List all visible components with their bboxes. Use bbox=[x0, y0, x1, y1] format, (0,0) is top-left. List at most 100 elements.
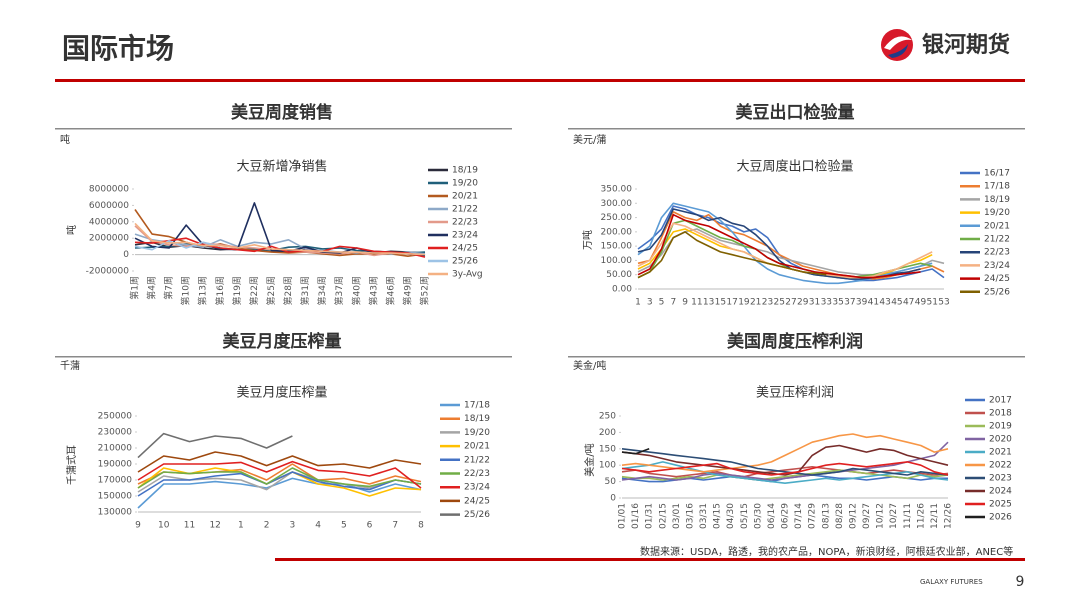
x-tick-label: 第52周 bbox=[419, 276, 431, 305]
chart-title: 大豆周度出口检验量 bbox=[736, 159, 853, 175]
legend-label: 19/20 bbox=[984, 208, 1010, 218]
y-tick-label: 0.00 bbox=[612, 285, 632, 295]
legend-label: 20/21 bbox=[452, 192, 478, 202]
series-line bbox=[621, 441, 949, 481]
series-line bbox=[134, 239, 221, 251]
series-line bbox=[134, 209, 426, 257]
x-tick-label: 11 bbox=[184, 521, 195, 531]
x-tick-label: 29 bbox=[797, 298, 809, 308]
x-tick-label: 12/11 bbox=[930, 503, 940, 529]
legend-label: 2021 bbox=[989, 448, 1012, 458]
x-tick-label: 13 bbox=[703, 298, 714, 308]
chart-title: 美豆月度压榨量 bbox=[236, 385, 327, 401]
legend-label: 18/19 bbox=[464, 414, 490, 424]
x-tick-label: 08/28 bbox=[835, 503, 845, 529]
series-line bbox=[621, 448, 650, 455]
x-tick-label: 11/26 bbox=[916, 503, 926, 529]
y-tick-label: 150.00 bbox=[601, 242, 633, 252]
logo-text: 银河期货 bbox=[922, 32, 1010, 58]
y-tick-label: 190000 bbox=[98, 460, 133, 470]
y-tick-label: 300.00 bbox=[601, 199, 633, 209]
x-tick-label: 19 bbox=[738, 298, 750, 308]
x-tick-label: 10/12 bbox=[876, 503, 886, 529]
x-tick-label: 第22周 bbox=[248, 276, 260, 305]
unit-label: 美元/蒲 bbox=[573, 133, 606, 146]
legend-label: 2022 bbox=[989, 461, 1012, 471]
chart-title: 大豆新增净销售 bbox=[236, 159, 327, 175]
x-tick-label: 03/31 bbox=[699, 503, 709, 529]
legend-label: 2019 bbox=[989, 422, 1012, 432]
series-line bbox=[637, 205, 945, 282]
series-line bbox=[621, 444, 949, 476]
legend-label: 19/20 bbox=[452, 179, 478, 189]
x-tick-label: 51 bbox=[927, 298, 938, 308]
y-tick-label: 350.00 bbox=[601, 185, 633, 195]
x-tick-label: 7 bbox=[670, 298, 676, 308]
x-tick-label: 33 bbox=[821, 298, 832, 308]
x-tick-label: 5 bbox=[341, 521, 347, 531]
unit-label: 美金/吨 bbox=[573, 359, 606, 372]
x-tick-label: 47 bbox=[903, 298, 914, 308]
series-line bbox=[621, 448, 949, 476]
y-tick-label: -2000000 bbox=[86, 267, 130, 277]
unit-label: 吨 bbox=[60, 133, 70, 146]
legend-label: 21/22 bbox=[452, 205, 478, 215]
y-axis-label: 万吨 bbox=[581, 230, 594, 250]
source-note: 数据来源：USDA，路透，我的农产品，NOPA，新浪财经，阿根廷农业部，ANEC… bbox=[640, 545, 1013, 558]
page-title: 国际市场 bbox=[62, 32, 174, 65]
logo-swoosh bbox=[888, 44, 908, 58]
x-tick-label: 01/16 bbox=[631, 503, 641, 529]
x-tick-label: 01/31 bbox=[645, 503, 655, 529]
x-tick-label: 6 bbox=[367, 521, 373, 531]
y-tick-label: 4000000 bbox=[89, 217, 129, 227]
x-tick-label: 37 bbox=[844, 298, 855, 308]
panel-heading: 美豆周度销售 bbox=[231, 102, 333, 123]
y-tick-label: 100.00 bbox=[601, 256, 633, 266]
y-axis-label: 美金/吨 bbox=[583, 443, 596, 476]
x-tick-label: 8 bbox=[418, 521, 424, 531]
legend-label: 3y-Avg bbox=[452, 270, 483, 280]
y-tick-label: 210000 bbox=[98, 444, 133, 454]
legend-label: 18/19 bbox=[452, 166, 478, 176]
x-tick-label: 第16周 bbox=[214, 276, 226, 305]
footer-rule bbox=[275, 558, 1025, 561]
series-line bbox=[637, 202, 933, 285]
x-tick-label: 41 bbox=[868, 298, 879, 308]
y-tick-label: 50.00 bbox=[606, 270, 632, 280]
x-tick-label: 10/27 bbox=[889, 503, 899, 529]
x-tick-label: 02/15 bbox=[658, 503, 668, 529]
x-tick-label: 第28周 bbox=[282, 276, 294, 305]
legend-label: 24/25 bbox=[984, 274, 1010, 284]
legend-label: 21/22 bbox=[464, 455, 490, 465]
x-tick-label: 08/13 bbox=[821, 503, 831, 529]
x-tick-label: 第37周 bbox=[333, 276, 345, 305]
x-tick-label: 9 bbox=[135, 521, 141, 531]
legend-label: 2023 bbox=[989, 474, 1012, 484]
series-line bbox=[137, 471, 422, 497]
x-tick-label: 第4周 bbox=[146, 276, 158, 300]
y-tick-label: 6000000 bbox=[89, 201, 129, 211]
unit-label: 千蒲 bbox=[60, 359, 80, 372]
y-tick-label: 170000 bbox=[98, 476, 133, 486]
panel-rule bbox=[568, 128, 1025, 130]
series-line bbox=[134, 222, 426, 256]
x-tick-label: 09/27 bbox=[862, 503, 872, 529]
legend-label: 22/23 bbox=[984, 248, 1010, 258]
y-tick-label: 250000 bbox=[98, 412, 133, 422]
series-line bbox=[621, 469, 949, 481]
legend-label: 18/19 bbox=[984, 195, 1010, 205]
x-tick-label: 03/01 bbox=[672, 503, 682, 529]
legend-label: 19/20 bbox=[464, 428, 490, 438]
x-tick-label: 11/11 bbox=[903, 503, 913, 529]
legend-label: 24/25 bbox=[464, 496, 490, 506]
legend-label: 25/26 bbox=[452, 257, 478, 267]
x-tick-label: 06/14 bbox=[767, 503, 777, 529]
series-line bbox=[137, 460, 422, 489]
panel-rule bbox=[568, 356, 1025, 358]
legend-label: 22/23 bbox=[464, 469, 490, 479]
x-tick-label: 10 bbox=[158, 521, 170, 531]
y-tick-label: 0 bbox=[610, 494, 616, 504]
x-tick-label: 04/30 bbox=[726, 503, 736, 529]
x-tick-label: 09/12 bbox=[848, 503, 858, 529]
